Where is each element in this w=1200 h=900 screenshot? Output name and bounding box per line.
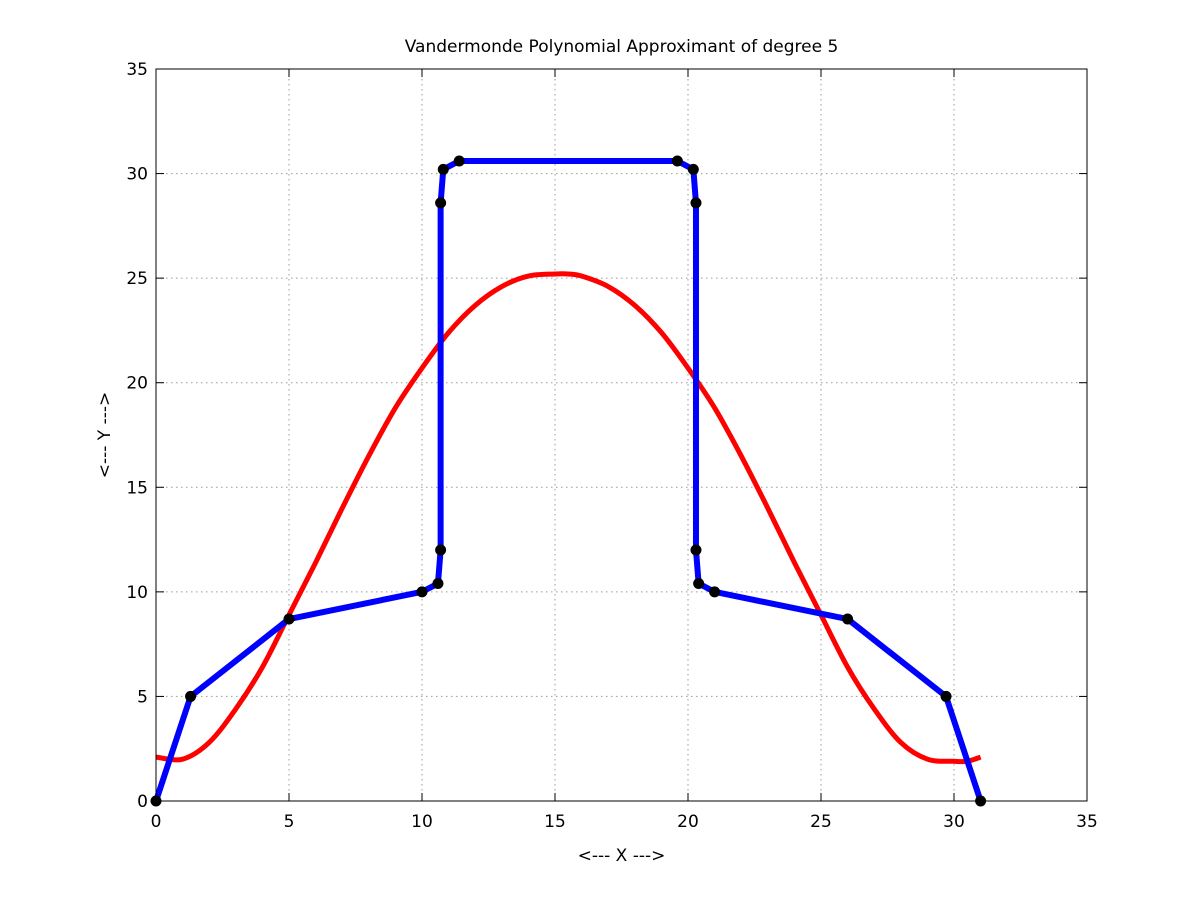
x-tick-label: 5 [284,812,295,832]
data-point-marker [453,155,465,167]
x-tick-label: 25 [810,812,832,832]
y-tick-label: 0 [137,792,148,812]
y-tick-label: 30 [126,165,148,185]
chart-title: Vandermonde Polynomial Approximant of de… [405,37,839,57]
data-points-line [153,158,984,804]
y-tick-label: 35 [126,60,148,80]
data-point-marker [687,163,699,175]
plot-area [150,155,987,807]
data-point-marker [435,544,447,556]
axes-frame [155,68,1088,802]
data-point-marker [671,155,683,167]
axis-ticks: 0 5 10 15 20 25 30 35 0 5 10 15 20 25 30 35 [126,60,1097,832]
data-point-marker [435,197,447,209]
data-point-marker [416,586,428,598]
x-tick-label: 30 [943,812,965,832]
x-tick-label: 20 [677,812,699,832]
data-point-marker [432,577,444,589]
data-point-marker [283,613,295,625]
data-point-marker [842,613,854,625]
y-tick-label: 10 [126,583,148,603]
polynomial-fit-line [155,271,982,765]
x-tick-label: 10 [411,812,433,832]
x-tick-label: 35 [1076,812,1098,832]
data-point-marker [437,163,449,175]
data-point-marker [693,577,705,589]
data-point-marker [709,586,721,598]
x-tick-label: 0 [151,812,162,832]
y-tick-label: 15 [126,478,148,498]
data-point-marker [940,690,952,702]
y-tick-label: 25 [126,269,148,289]
y-tick-label: 20 [126,374,148,394]
grid [156,69,1087,801]
y-tick-label: 5 [137,687,148,707]
data-point-marker [690,544,702,556]
y-axis-label: <--- Y ---> [95,392,115,479]
data-point-marker [185,690,197,702]
data-point-marker [690,197,702,209]
x-tick-label: 15 [544,812,566,832]
x-axis-label: <--- X ---> [578,846,666,866]
